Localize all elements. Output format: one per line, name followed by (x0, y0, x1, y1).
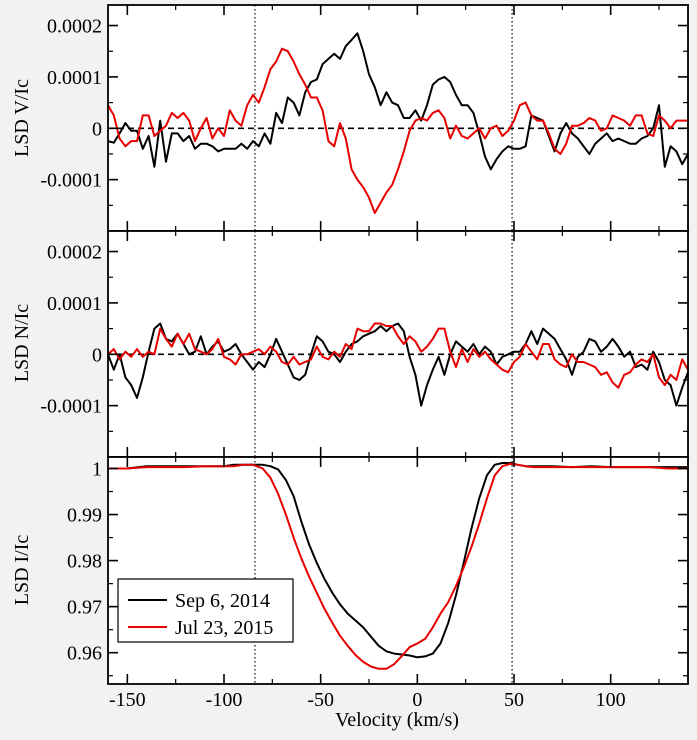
x-tick-label: 50 (504, 689, 524, 711)
y-tick-label: 0.0001 (47, 293, 102, 315)
y-tick-label: 0 (92, 344, 102, 366)
y-tick-label: 0.99 (67, 505, 102, 527)
xlabel-bottom: Velocity (km/s) (335, 709, 459, 731)
series-line-jul-2015 (108, 462, 688, 670)
series-line-jul-2015 (107, 47, 688, 214)
y-tick-label: 0.0002 (47, 242, 102, 264)
y-tick-label: 0 (92, 118, 102, 140)
x-tick-label: -50 (307, 689, 334, 711)
x-tick-label: -100 (206, 689, 243, 711)
y-tick-label: 0.0002 (47, 16, 102, 38)
ylabel-bottom: LSD I/Ic (11, 535, 33, 606)
panel-stokes-v: -0.0001 0 0.0001 0.0002 (40, 4, 689, 232)
y-tick-label: 0.0001 (47, 67, 102, 89)
legend-box (117, 578, 294, 643)
plot-area (108, 457, 688, 684)
x-tick-label: 100 (596, 689, 626, 711)
legend-label-jul-2015: Jul 23, 2015 (175, 617, 273, 639)
plot-area (108, 231, 688, 457)
y-tick-label: 1 (92, 459, 102, 481)
panel-intensity-i: 0.96 0.97 0.98 0.99 1 -150 -100 -50 0 50 100 (67, 456, 689, 711)
y-tick-label: 0.97 (67, 597, 102, 619)
y-tick-label: -0.0001 (40, 396, 102, 418)
ylabel-middle: LSD N/Ic (11, 304, 33, 382)
plot-area (108, 5, 688, 231)
series-line-sep-2014 (107, 32, 689, 171)
series-line-jul-2015 (107, 322, 689, 389)
y-tick-label: -0.0001 (40, 170, 102, 192)
plot-frame (107, 456, 689, 685)
y-tick-label: 0.96 (67, 643, 102, 665)
y-tick-label: 0.98 (67, 551, 102, 573)
legend: Sep 6, 2014 Jul 23, 2015 (117, 578, 294, 643)
legend-label-sep-2014: Sep 6, 2014 (175, 590, 270, 612)
series-line-sep-2014 (107, 322, 689, 407)
x-tick-label: 0 (412, 689, 422, 711)
x-tick-label: -150 (109, 689, 146, 711)
ylabel-top: LSD V/Ic (11, 79, 33, 157)
panel-null-n: -0.0001 0 0.0001 0.0002 (40, 230, 689, 458)
